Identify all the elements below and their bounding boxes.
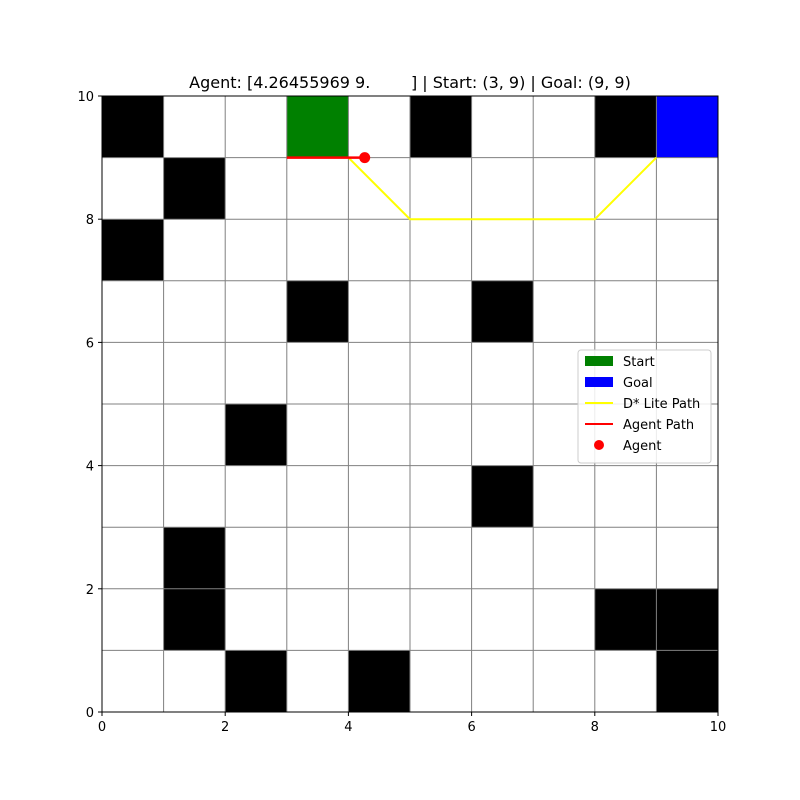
legend-label-agent-path: Agent Path [623,418,694,433]
y-tick-label: 6 [86,336,94,351]
obstacle-cell [471,280,534,343]
paths-layer [286,152,658,221]
obstacle-cell [225,650,287,712]
legend-swatch-goal [585,377,613,387]
y-tick-label: 0 [86,706,94,721]
y-tick-label: 8 [86,213,94,228]
obstacle-cell [286,280,349,343]
legend-label-agent: Agent [623,439,661,454]
obstacle-cell [410,96,472,158]
obstacle-cell [594,96,657,158]
legend: Start Goal D* Lite Path Agent Path Agent [577,349,712,464]
x-tick-label: 0 [98,720,106,735]
obstacle-cell [471,465,534,528]
legend-label-d-lite-path: D* Lite Path [623,397,700,412]
obstacle-cell [163,527,226,589]
obstacle-cell [102,219,164,281]
obstacle-cell [163,588,226,651]
x-tick-label: 10 [710,720,727,735]
legend-label-goal: Goal [623,376,653,391]
x-tick-label: 4 [344,720,352,735]
obstacle-cell [102,96,164,158]
plot-frame [101,95,719,713]
start-cell [286,96,349,158]
goal-cell [656,96,718,158]
x-tick-label: 2 [221,720,229,735]
y-tick-label: 4 [86,460,94,475]
obstacle-cell [163,157,226,220]
obstacle-cell [656,650,718,712]
x-tick-label: 8 [591,720,599,735]
x-tick-label: 6 [467,720,475,735]
obstacle-cell [348,650,410,712]
obstacle-cell [656,588,718,651]
y-tick-label: 2 [86,583,94,598]
axes-layer: 0 2 4 6 8 10 0 2 4 6 8 10 [77,90,726,735]
agent-marker [359,152,371,164]
dstar-lite-path [347,156,658,221]
y-tick-label: 10 [77,90,94,105]
legend-swatch-agent [594,440,604,450]
chart-title: Agent: [4.26455969 9. ] | Start: (3, 9) … [189,73,631,92]
obstacle-cell [225,404,287,466]
legend-label-start: Start [623,355,655,370]
obstacle-cell [594,588,657,651]
legend-swatch-start [585,356,613,366]
cells-layer [102,96,718,712]
grid-lines [102,96,718,712]
